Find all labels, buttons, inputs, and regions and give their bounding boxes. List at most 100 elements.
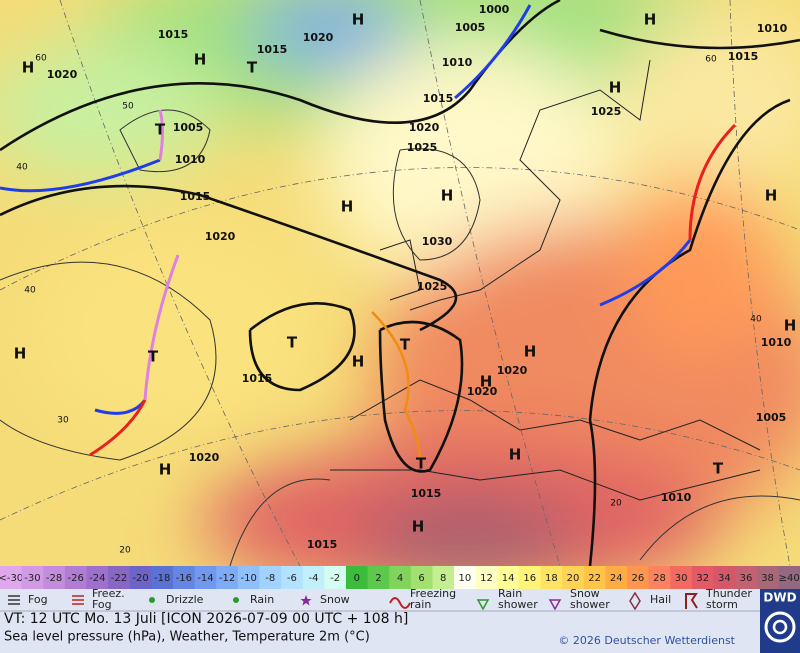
scale-cell [562, 566, 585, 589]
isobar-label: 1020 [205, 230, 236, 243]
scale-label: -26 [68, 573, 84, 584]
scale-label: -6 [287, 573, 297, 584]
isobar-label: 1000 [479, 3, 510, 16]
scale-cell [605, 566, 628, 589]
footer-background [0, 589, 800, 653]
pressure-center: H [22, 59, 35, 77]
icon-thunderstorm [685, 593, 698, 609]
isobar-label: 1020 [409, 121, 440, 134]
isobar-label: 1020 [497, 364, 528, 377]
scale-cell [475, 566, 498, 589]
pressure-center: H [352, 11, 365, 29]
legend-label: Drizzle [166, 593, 204, 606]
scale-label: -10 [240, 573, 256, 584]
scale-cell [756, 566, 779, 589]
legend-label: shower [570, 598, 610, 611]
isobar-label: 1015 [728, 50, 759, 63]
scale-label: <-30 [0, 573, 23, 584]
scale-label: 12 [480, 573, 493, 584]
icon-freezing-fog [72, 595, 84, 605]
pressure-center: H [441, 187, 454, 205]
icon-hail [629, 591, 641, 611]
pressure-center: H [480, 373, 493, 391]
isobar-label: 1005 [173, 121, 204, 134]
pressure-center: H [765, 187, 778, 205]
pressure-center: T [713, 460, 724, 478]
isobar-label: 1005 [756, 411, 787, 424]
isobar-label: 1005 [455, 21, 486, 34]
isobar-label: 1015 [257, 43, 288, 56]
scale-label: 20 [567, 573, 580, 584]
icon-fog [8, 595, 20, 605]
pressure-center: T [155, 121, 166, 139]
logo-text: DWD [763, 591, 796, 605]
isobar-label: 60 [705, 55, 717, 65]
scale-cell [172, 566, 196, 589]
legend-label: rain [410, 598, 431, 611]
legend-label: Rain [498, 587, 522, 600]
scale-cell [345, 566, 369, 589]
pressure-center: H [609, 79, 622, 97]
scale-cell [735, 566, 758, 589]
icon-rain [233, 597, 239, 603]
isobar-label: 40 [16, 163, 28, 173]
scale-label: -30 [24, 573, 40, 584]
scale-label: 8 [440, 573, 446, 584]
isobar-label: 1025 [407, 141, 438, 154]
pressure-center: T [400, 336, 411, 354]
isobar-label: 1010 [761, 336, 792, 349]
scale-cell [627, 566, 650, 589]
legend-label: storm [706, 598, 738, 611]
scale-cell [324, 566, 347, 589]
weather-legend: Fog Freez.Fog Drizzle Rain Snow FreezingrainR… [8, 587, 752, 611]
description: Sea level pressure (hPa), Weather, Tempe… [4, 630, 370, 645]
scale-cell [237, 566, 260, 589]
scale-cell [497, 566, 520, 589]
scale-label: 38 [761, 573, 774, 584]
icon-rain-shower [476, 599, 490, 611]
scale-label: 24 [610, 573, 623, 584]
scale-cell [194, 566, 217, 589]
scale-label: -16 [176, 573, 192, 584]
isobar-label: 30 [57, 416, 69, 426]
scale-label: 0 [354, 573, 360, 584]
pressure-center: H [194, 51, 207, 69]
scale-label: -12 [219, 573, 235, 584]
isobar-label: 1015 [180, 190, 211, 203]
scale-cell [302, 566, 325, 589]
scale-label: -2 [330, 573, 340, 584]
pressure-center: H [352, 353, 365, 371]
scale-label: 6 [418, 573, 424, 584]
isobar-label: 50 [122, 102, 134, 112]
scale-cell [389, 566, 412, 589]
scale-label: 10 [458, 573, 471, 584]
legend-label: Freezing [410, 587, 456, 600]
scale-label: 28 [653, 573, 666, 584]
scale-cell [410, 566, 433, 589]
scale-label: 36 [740, 573, 753, 584]
pressure-center: T [148, 348, 159, 366]
scale-label: -8 [265, 573, 275, 584]
pressure-center: H [524, 343, 537, 361]
map: H 1020 1015 1015 1020 H H T 1000 1005 H 1010 1015 101… [0, 0, 800, 566]
legend-label: shower [498, 598, 538, 611]
scale-cell [108, 566, 131, 589]
logo-swirl [772, 619, 788, 635]
scale-cell [670, 566, 693, 589]
scale-label: 16 [523, 573, 536, 584]
isobar-label: 1015 [423, 92, 454, 105]
scale-label: 14 [502, 573, 515, 584]
scale-cell [43, 566, 66, 589]
scale-cell [86, 566, 109, 589]
isobar-label: 1015 [307, 538, 338, 551]
valid-time: VT: 12 UTC Mo. 13 Juli [ICON 2026-07-09 … [4, 611, 408, 627]
scale-cell [454, 566, 477, 589]
isobar-label: 1030 [422, 235, 453, 248]
isobar-label: 40 [750, 315, 762, 325]
scale-cell [216, 566, 239, 589]
scale-cell [0, 566, 23, 589]
scale-cell [281, 566, 304, 589]
scale-cell [778, 566, 800, 589]
isobar-label: 20 [119, 546, 131, 556]
isobar-label: 1020 [189, 451, 220, 464]
